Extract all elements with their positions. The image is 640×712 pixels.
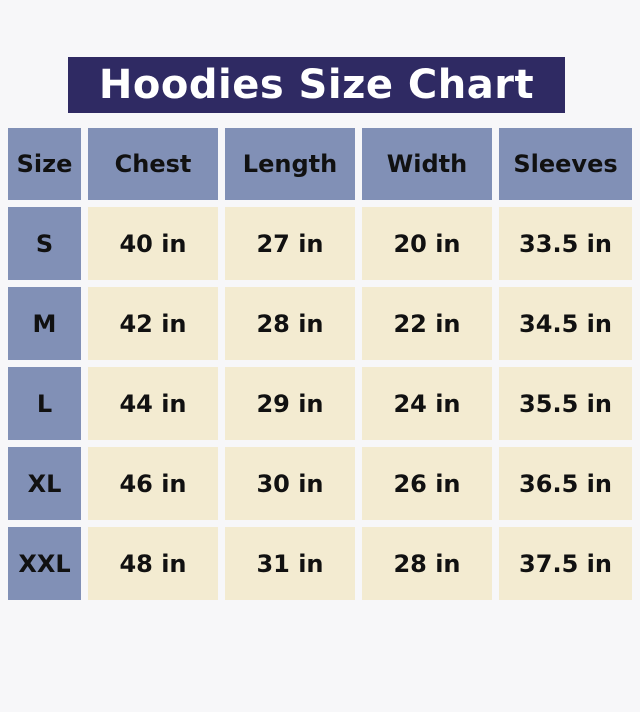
table-cell: 46 in: [88, 447, 218, 520]
table-cell: 26 in: [362, 447, 492, 520]
table-cell: 28 in: [225, 287, 355, 360]
row-header: L: [8, 367, 81, 440]
table-cell: 40 in: [88, 207, 218, 280]
table-cell: 37.5 in: [499, 527, 632, 600]
table-cell: 24 in: [362, 367, 492, 440]
table-cell: 44 in: [88, 367, 218, 440]
row-header: S: [8, 207, 81, 280]
row-header: XXL: [8, 527, 81, 600]
table-cell: 36.5 in: [499, 447, 632, 520]
table-cell: 30 in: [225, 447, 355, 520]
table-cell: 48 in: [88, 527, 218, 600]
table-cell: 22 in: [362, 287, 492, 360]
column-header: Chest: [88, 128, 218, 200]
row-header: XL: [8, 447, 81, 520]
column-header: Size: [8, 128, 81, 200]
table-cell: 34.5 in: [499, 287, 632, 360]
table-cell: 35.5 in: [499, 367, 632, 440]
table-cell: 27 in: [225, 207, 355, 280]
table-cell: 33.5 in: [499, 207, 632, 280]
table-cell: 20 in: [362, 207, 492, 280]
page-title: Hoodies Size Chart: [68, 57, 565, 113]
table-cell: 42 in: [88, 287, 218, 360]
table-cell: 31 in: [225, 527, 355, 600]
table-cell: 28 in: [362, 527, 492, 600]
column-header: Width: [362, 128, 492, 200]
table-cell: 29 in: [225, 367, 355, 440]
row-header: M: [8, 287, 81, 360]
column-header: Sleeves: [499, 128, 632, 200]
column-header: Length: [225, 128, 355, 200]
size-table: Size Chest Length Width Sleeves S 40 in 27 in 20…: [8, 128, 632, 600]
